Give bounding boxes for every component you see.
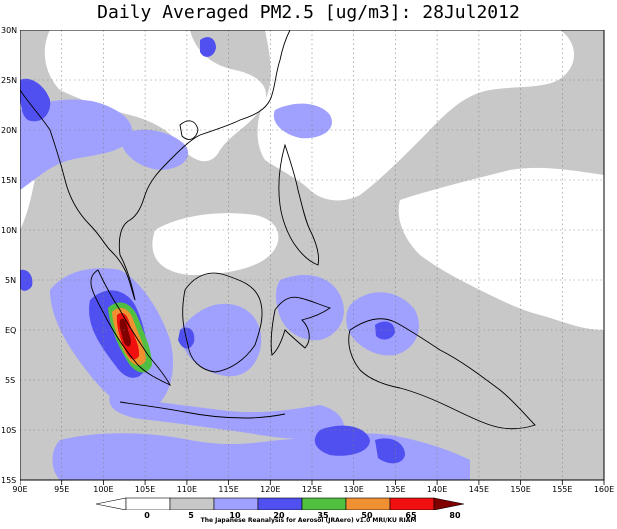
blue-patch-west	[20, 269, 33, 291]
lightblue-area-sulawesi	[275, 275, 344, 341]
colorbar-swatch	[345, 497, 391, 510]
lat-label: 5N	[5, 276, 16, 285]
lat-label: EQ	[5, 326, 16, 335]
lat-label: 10N	[1, 226, 17, 235]
gridlines	[20, 30, 604, 480]
coastlines	[20, 30, 536, 430]
colorbar-swatch	[169, 497, 215, 510]
colorbar-swatch	[257, 497, 303, 510]
axis-ticks	[20, 480, 605, 485]
colorbar-arrow-left	[95, 497, 127, 510]
blue-patch-top	[200, 37, 216, 57]
blue-patch-se	[375, 438, 405, 464]
lightblue-area-java	[109, 395, 344, 439]
blue-patch-south	[314, 425, 370, 456]
lat-label: 25N	[1, 76, 17, 85]
colorbar-swatch	[213, 497, 259, 510]
colorbar-arrow-right	[433, 497, 465, 510]
white-area-northeast	[257, 30, 575, 201]
white-area-scs	[152, 213, 279, 275]
colorbar-swatch	[389, 497, 435, 510]
colorbar-swatch	[125, 497, 171, 510]
blue-patch-png	[375, 321, 395, 340]
map-title: Daily Averaged PM2.5 [ug/m3]: 28Jul2012	[97, 2, 520, 23]
darkred-plume	[119, 318, 131, 347]
credit-line: The Japanese Reanalysis for Aerosol (JRA…	[200, 517, 417, 524]
pm25-map	[20, 30, 605, 510]
lat-label: 15N	[1, 176, 17, 185]
lat-label: 5S	[5, 376, 15, 385]
blue-patch-tl	[20, 78, 51, 122]
lightblue-area-borneo	[180, 303, 262, 377]
lat-label: 10S	[1, 426, 16, 435]
lightblue-area-nw	[20, 99, 133, 190]
white-area-pacific	[398, 167, 604, 330]
white-area-north	[44, 30, 266, 162]
lat-label: 30N	[1, 26, 17, 35]
lightblue-area-ne	[273, 103, 332, 139]
colorbar-swatch	[301, 497, 347, 510]
lat-label: 15S	[1, 476, 16, 485]
lightblue-area-north	[120, 129, 189, 170]
colorbar	[95, 497, 465, 510]
lat-label: 20N	[1, 126, 17, 135]
